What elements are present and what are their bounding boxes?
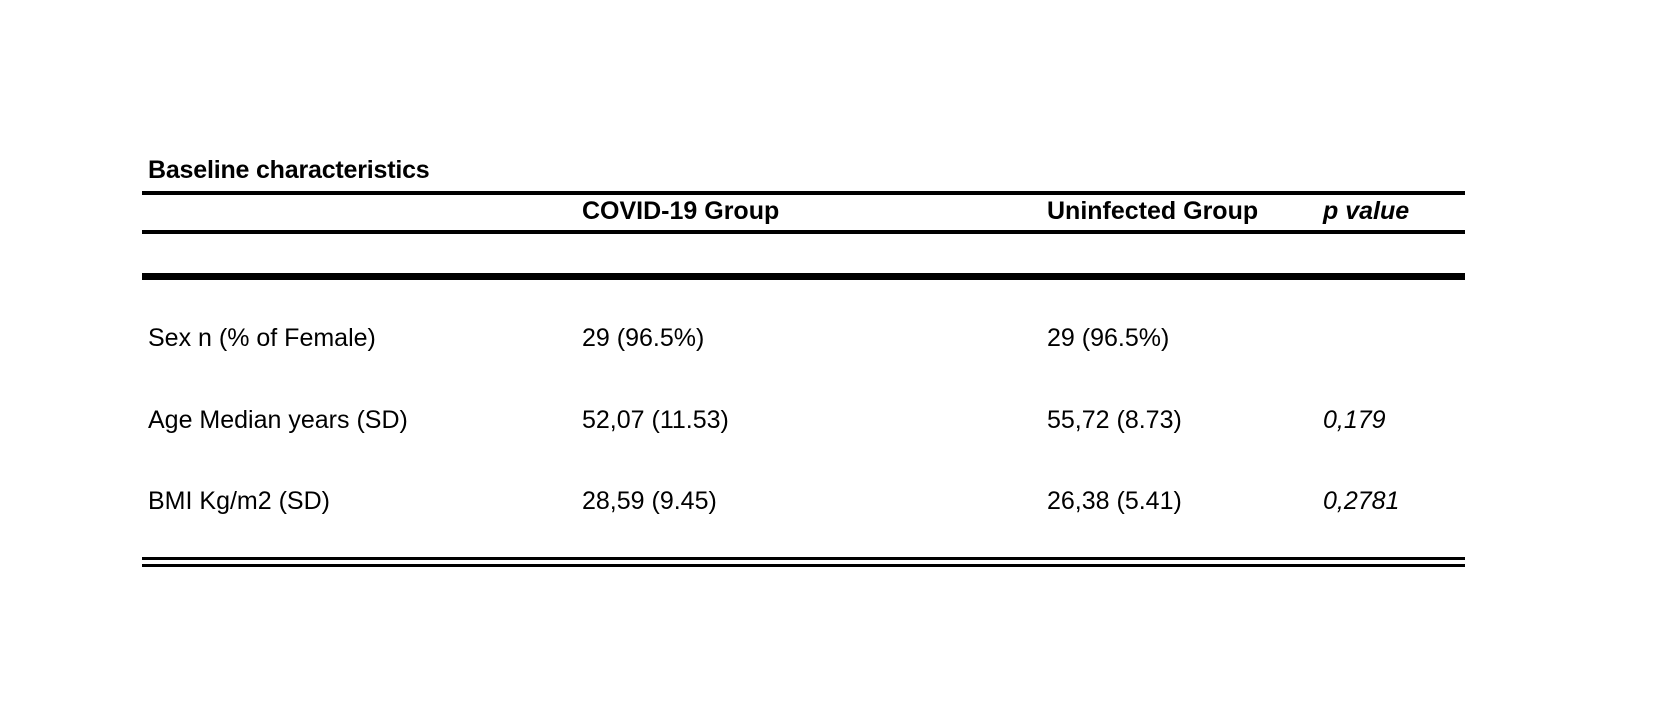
uninfected-value: 29 (96.5%) (1047, 324, 1170, 352)
table-top-rule (142, 191, 1465, 195)
header-covid-group: COVID-19 Group (582, 197, 780, 225)
table-bottom-rule-upper (142, 557, 1465, 560)
header-p-value: p value (1323, 197, 1410, 225)
covid-value: 29 (96.5%) (582, 324, 705, 352)
covid-value: 28,59 (9.45) (582, 487, 717, 515)
table-title: Baseline characteristics (148, 156, 430, 184)
row-label: BMI Kg/m2 (SD) (148, 487, 330, 515)
header-bottom-rule (142, 230, 1465, 234)
uninfected-value: 26,38 (5.41) (1047, 487, 1182, 515)
section-thick-rule (142, 273, 1465, 280)
covid-value: 52,07 (11.53) (582, 406, 729, 434)
p-value: 0,179 (1323, 406, 1386, 434)
table-bottom-rule-lower (142, 564, 1465, 567)
p-value: 0,2781 (1323, 487, 1400, 515)
row-label: Age Median years (SD) (148, 406, 408, 434)
header-uninfected-group: Uninfected Group (1047, 197, 1259, 225)
row-label: Sex n (% of Female) (148, 324, 376, 352)
uninfected-value: 55,72 (8.73) (1047, 406, 1182, 434)
